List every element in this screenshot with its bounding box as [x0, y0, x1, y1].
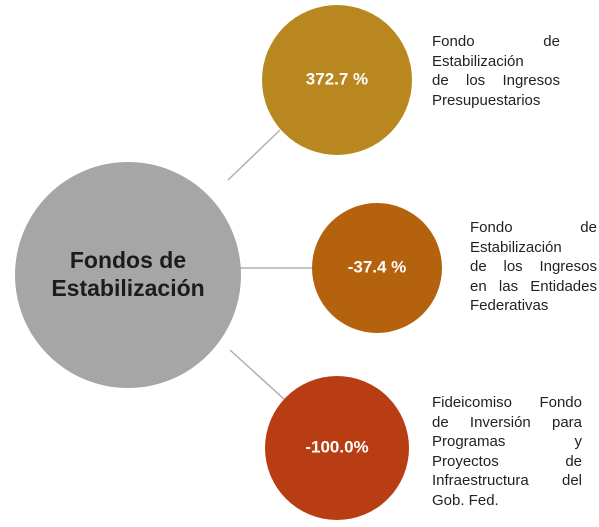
- node-circle: [265, 376, 409, 520]
- node-label: 372.7 %: [306, 69, 368, 88]
- description-line: Fideicomiso Fondo: [432, 394, 582, 411]
- description-line: Gob. Fed.: [432, 491, 499, 509]
- connector: [227, 129, 281, 181]
- nodes: 372.7 % -37.4 % -100.0%: [262, 5, 442, 520]
- description-line: Fondo de: [470, 219, 597, 236]
- description-line: Programas y: [432, 433, 582, 450]
- description-line: de los Ingresos: [432, 72, 560, 89]
- node-circle: [262, 5, 412, 155]
- center-circle: [15, 162, 241, 388]
- center-title: Fondos de: [70, 247, 186, 273]
- node-label: -100.0%: [305, 437, 368, 456]
- description-line: Presupuestarios: [432, 91, 541, 109]
- node-label: -37.4 %: [348, 257, 407, 276]
- description-line: de Inversión para: [432, 413, 582, 431]
- center-title: Estabilización: [51, 275, 204, 301]
- description-line: Proyectos de: [432, 452, 582, 470]
- node-description: Fideicomiso Fondo de Inversión para Progra…: [432, 393, 582, 510]
- description-line: Estabilización: [432, 52, 524, 70]
- description-line: Federativas: [470, 297, 549, 314]
- description-line: Infraestructura del: [432, 472, 582, 489]
- connector: [229, 349, 286, 401]
- node-circle: [312, 203, 442, 333]
- node-description: Fondo de Estabilización de los Ingresos en …: [470, 218, 597, 316]
- description-line: Fondo de: [432, 33, 560, 50]
- description-line: en las Entidades: [470, 277, 597, 295]
- description-line: Estabilización: [470, 238, 562, 256]
- description-line: de los Ingresos: [470, 258, 597, 275]
- node-description: Fondo de Estabilización de los Ingresos Pre…: [432, 32, 560, 110]
